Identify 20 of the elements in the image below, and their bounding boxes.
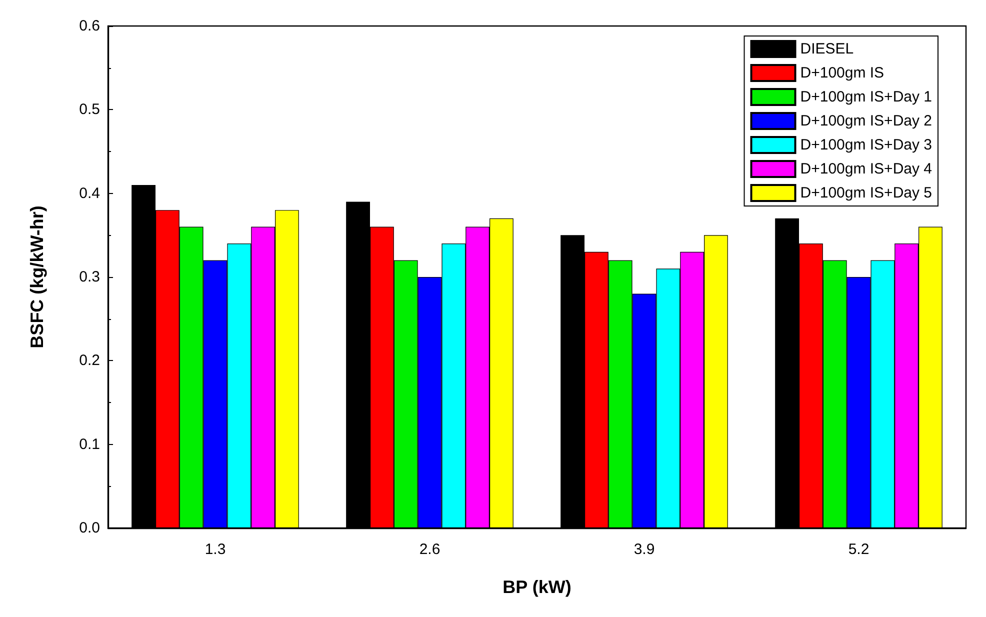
legend-label: D+100gm IS+Day 4 [800,160,932,178]
y-tick-label: 0.3 [79,268,100,286]
y-axis-title: BSFC (kg/kW-hr) [27,206,47,348]
legend-label: D+100gm IS [800,64,884,82]
y-tick-label: 0.5 [79,101,100,118]
legend-label: D+100gm IS+Day 5 [800,184,932,202]
legend-label: D+100gm IS+Day 3 [800,136,932,154]
y-tick-label: 0.1 [79,436,100,453]
legend-label: D+100gm IS+Day 1 [800,88,932,106]
x-tick-label: 3.9 [634,541,655,558]
y-tick-label: 0.2 [79,352,100,370]
y-tick-label: 0.6 [79,18,100,34]
x-tick-label: 2.6 [419,541,440,558]
x-axis-title: BP (kW) [502,577,572,597]
y-tick-label: 0.0 [79,520,100,536]
legend-label: D+100gm IS+Day 2 [800,112,932,130]
legend-label: DIESEL [800,40,854,58]
x-tick-label: 1.3 [204,541,226,558]
y-tick-label: 0.4 [79,184,100,202]
x-tick-label: 5.2 [848,541,870,558]
